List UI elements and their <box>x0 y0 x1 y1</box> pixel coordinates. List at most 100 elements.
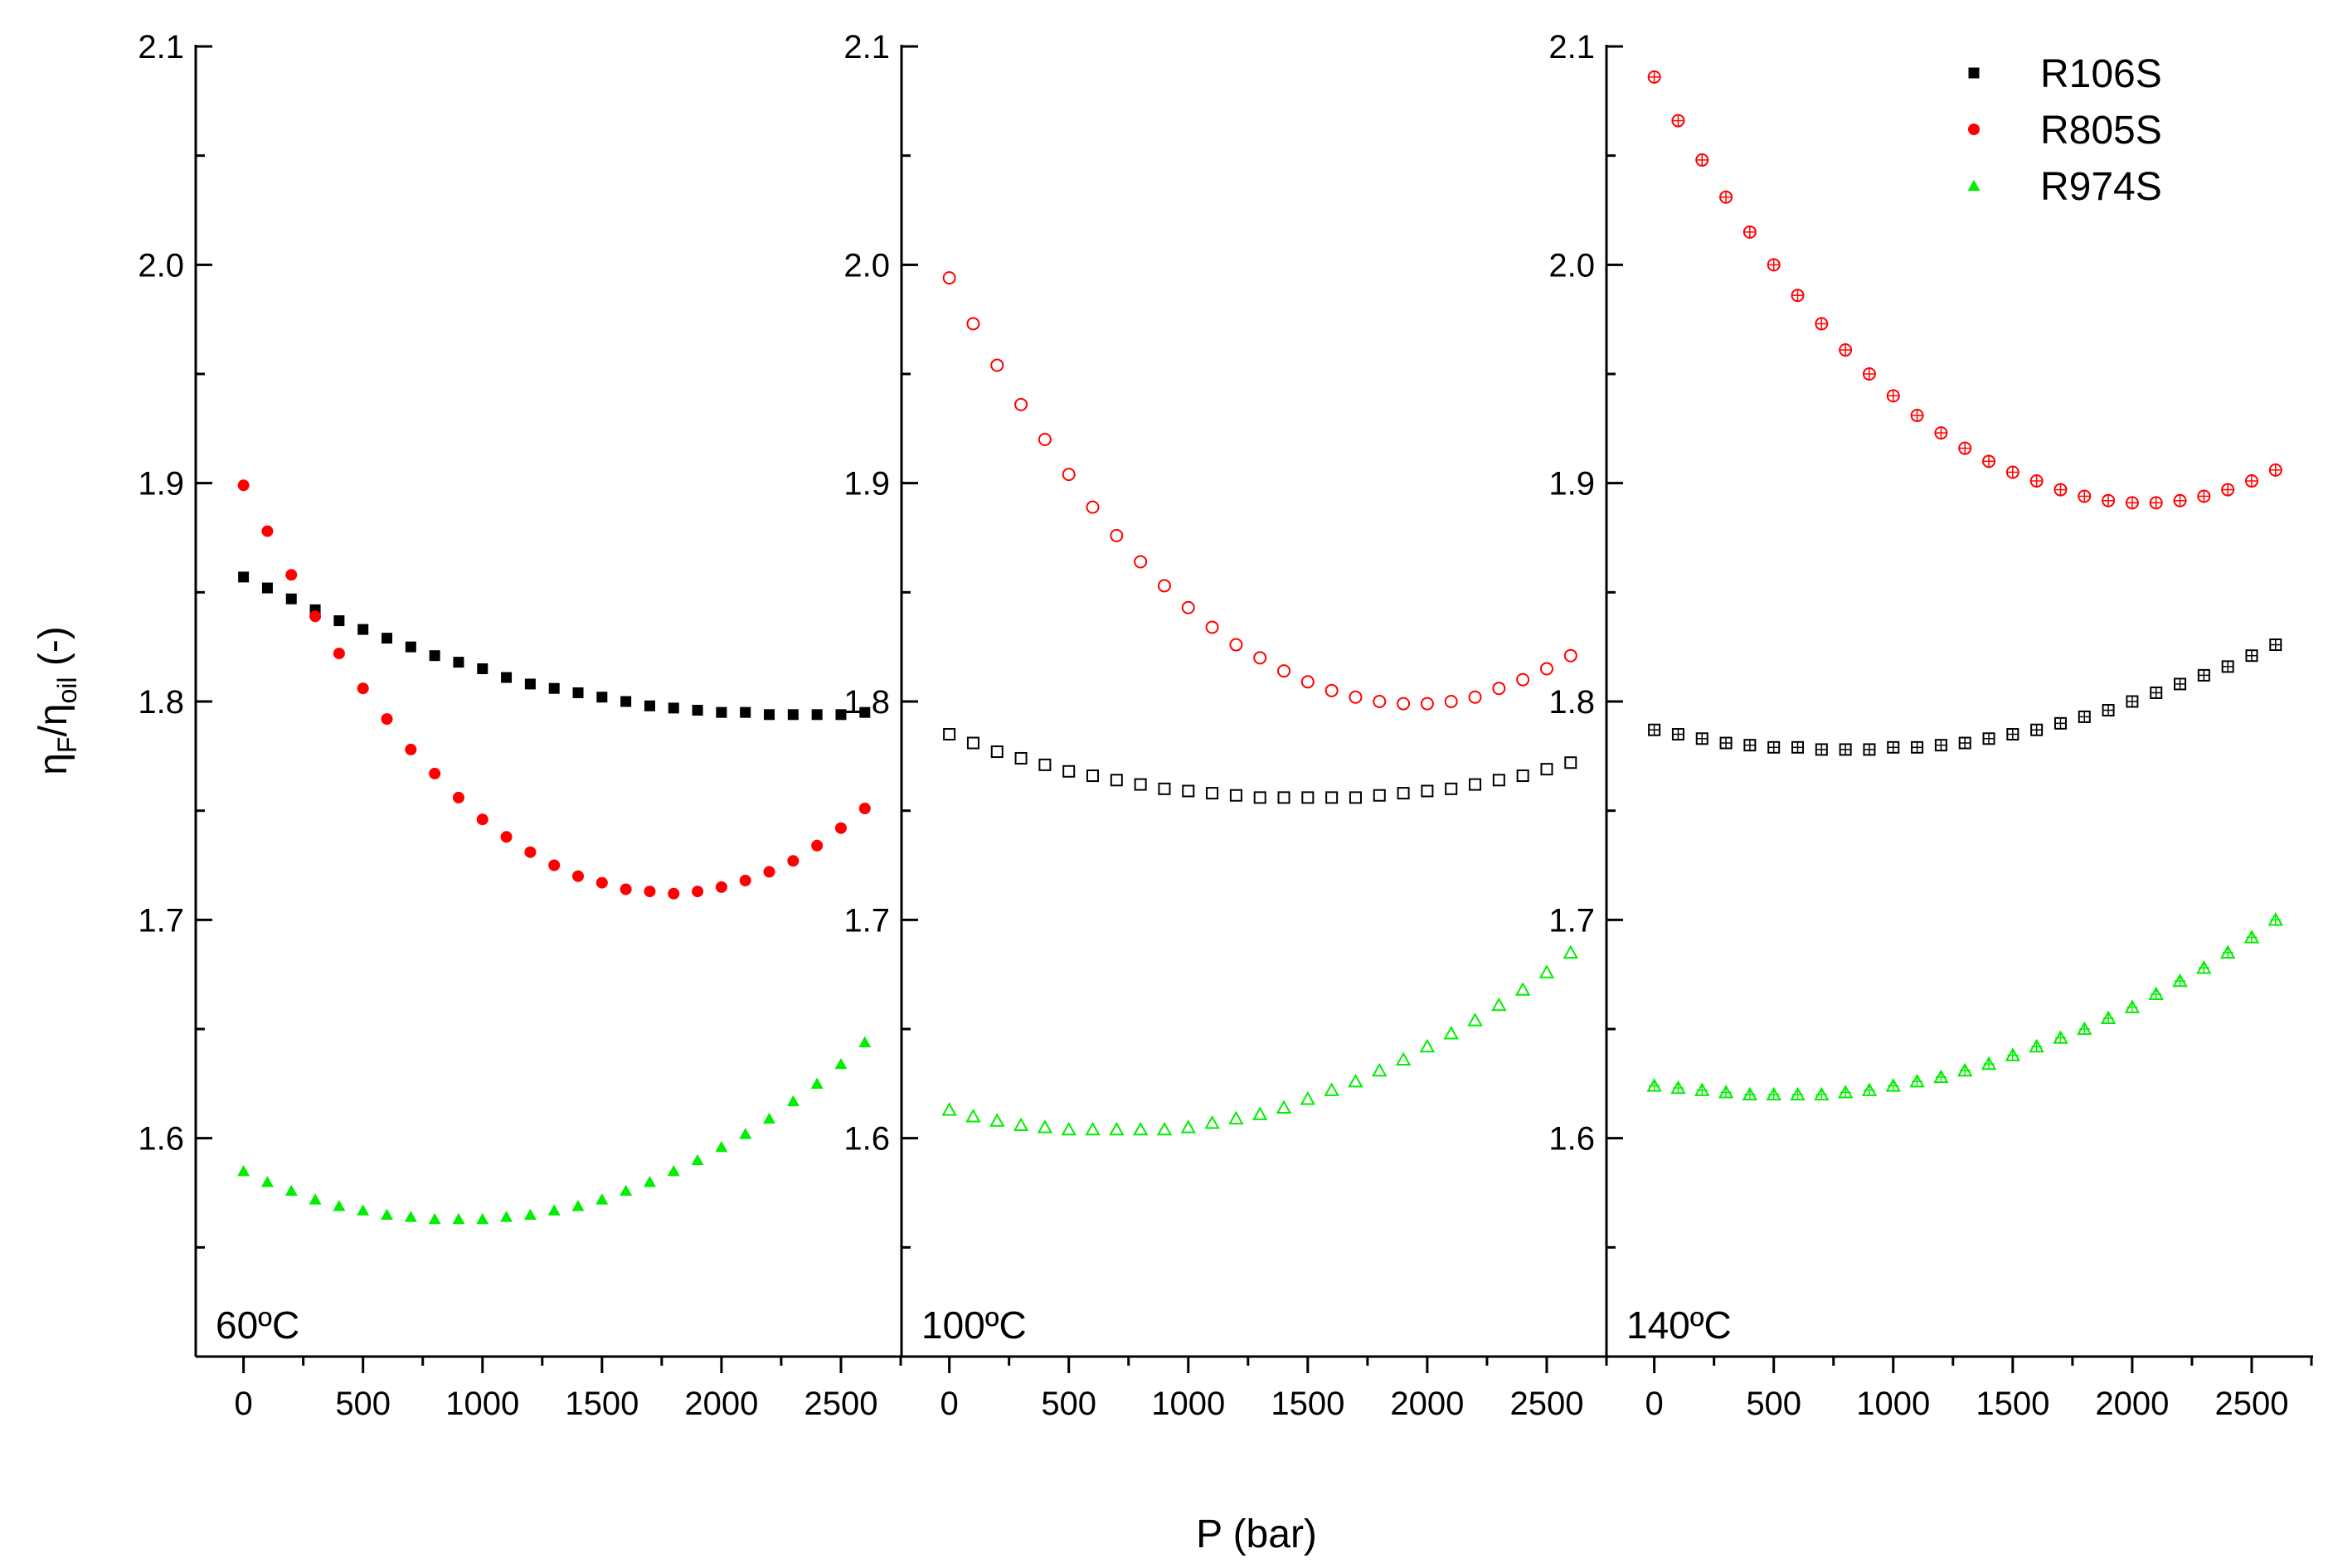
panel-2-r106s-point <box>1445 782 1458 795</box>
panel-1-label: 60ºC <box>216 1303 299 1347</box>
panel-3-label: 140ºC <box>1626 1303 1732 1347</box>
panel-2-r974s-point <box>1085 1121 1101 1136</box>
panel-2-r974s-point <box>1491 997 1507 1012</box>
panel-2-r974s-point <box>1180 1119 1196 1134</box>
panel-1-r106s-point <box>572 687 584 698</box>
panel-1-r805s-point <box>285 569 298 581</box>
panel-2-r106s-point <box>1086 769 1100 783</box>
panel-1-r106s-point <box>740 706 751 718</box>
panel-1-y-tick-label: 1.8 <box>138 684 184 721</box>
panel-1-r805s-point <box>692 886 704 898</box>
panel-3-r805s-point <box>1791 289 1805 303</box>
panel-2-y-tick-label: 2.0 <box>843 247 890 284</box>
panel-2-r805s-point <box>1468 690 1482 704</box>
panel-1-r106s-point <box>644 700 655 711</box>
panel-2-r974s-point <box>1276 1100 1292 1114</box>
y-axis-title-main: η <box>32 753 75 775</box>
panel-2-r106s-point <box>1325 791 1339 804</box>
legend-marker-r106s <box>1968 67 1980 79</box>
panel-3-y-tick-label: 1.8 <box>1548 684 1595 721</box>
panel-1-r974s-point <box>452 1212 465 1225</box>
panel-2-r805s-point <box>1397 697 1411 711</box>
panel-2-r805s-point <box>1229 638 1243 652</box>
panel-2-x-tick-label: 1500 <box>1271 1386 1344 1422</box>
panel-1-x-tick-label: 1500 <box>565 1386 639 1422</box>
panel-3-x-tick-label: 1000 <box>1856 1386 1930 1422</box>
panel-3-r805s-point <box>1815 317 1829 331</box>
panel-1-r974s-point <box>715 1141 728 1153</box>
panel-1-r974s-point <box>763 1112 776 1124</box>
panel-1-r974s-point <box>404 1211 417 1222</box>
panel-2-r106s-point <box>1540 763 1553 776</box>
legend-marker-r974s <box>1967 179 1981 192</box>
panel-1-y-tick-label: 2.1 <box>138 29 184 66</box>
panel-3-y-tick-label: 1.7 <box>1548 902 1595 939</box>
panel-2-r106s-point <box>1038 758 1052 771</box>
panel-2-r974s-point <box>989 1113 1005 1127</box>
panel-3-r805s-point <box>2078 489 2092 503</box>
panel-1-r805s-point <box>261 525 274 537</box>
panel-1-r805s-point <box>620 883 632 896</box>
x-axis-title: P (bar) <box>1196 1512 1317 1556</box>
panel-1-r106s-point <box>477 663 488 674</box>
panel-1-r974s-point <box>500 1211 513 1222</box>
panel-1-r106s-point <box>596 692 608 703</box>
panel-1-r805s-point <box>834 822 847 834</box>
panel-3-x-tick-label: 500 <box>1746 1386 1801 1422</box>
panel-1-r974s-point <box>858 1036 872 1047</box>
panel-2-r106s-point <box>1253 791 1266 804</box>
panel-1-r805s-point <box>858 803 871 815</box>
panel-1-r106s-point <box>811 709 823 721</box>
panel-1-x-tick-label: 2500 <box>804 1386 877 1422</box>
legend-label-r106s: R106S <box>2040 52 2162 96</box>
panel-2-r974s-point <box>965 1109 981 1123</box>
panel-2-r805s-point <box>1492 682 1506 696</box>
panel-2-x-tick-label: 2500 <box>1509 1386 1583 1422</box>
panel-2-r805s-point <box>1086 500 1100 514</box>
panel-3-r805s-point <box>2173 493 2187 507</box>
axes-layer: 1.6 1.7 1.8 1.9 2.0 2.1 0 500 1000 1500 2000 2500 60… <box>138 29 2313 1422</box>
panel-3-r805s-point <box>1647 70 1661 84</box>
panel-1-r974s-point <box>691 1153 704 1166</box>
panel-2-y-tick-label: 1.6 <box>843 1121 890 1158</box>
panel-3-r805s-point <box>1910 409 1924 423</box>
panel-1-r805s-point <box>548 859 561 871</box>
panel-1-y-tick-label: 2.0 <box>138 247 184 284</box>
panel-1-r974s-point <box>547 1204 561 1216</box>
panel-2-r805s-point <box>1157 579 1171 593</box>
y-axis-title-tail: (-) <box>32 626 75 677</box>
panel-1-r974s-point <box>643 1176 656 1187</box>
panel-1-y-tick-label: 1.7 <box>138 902 184 939</box>
panel-2-r805s-point <box>1300 675 1315 689</box>
panel-2-r106s-point <box>1277 791 1290 804</box>
panel-3-r805s-point <box>1671 114 1685 128</box>
panel-1-r106s-point <box>668 702 679 714</box>
legend: R106S R805S R974S <box>1967 52 2162 209</box>
panel-1-r974s-point <box>810 1077 824 1090</box>
panel-1-r974s-point <box>333 1200 346 1211</box>
panel-2-r974s-point <box>1109 1121 1125 1136</box>
panel-1-r974s-point <box>667 1164 680 1177</box>
y-axis-title-sep: /η <box>32 704 75 737</box>
panel-1-r106s-point <box>764 709 775 721</box>
panel-3-y-tick-label: 1.6 <box>1548 1121 1595 1158</box>
panel-1-r805s-point <box>309 610 322 623</box>
legend-label-r805s: R805S <box>2040 109 2162 153</box>
panel-2-r805s-point <box>1181 600 1195 614</box>
panel-2-x-tick-label: 0 <box>940 1386 959 1422</box>
panel-1-r805s-point <box>405 743 417 755</box>
panel-2-r974s-point <box>1037 1119 1053 1134</box>
panel-2-x-tick-label: 2000 <box>1390 1386 1464 1422</box>
panel-2-r106s-point <box>1110 774 1123 787</box>
panel-2-r805s-point <box>990 358 1004 372</box>
panel-2-r974s-point <box>1132 1121 1149 1136</box>
panel-1-r805s-point <box>500 831 513 843</box>
panel-1-r805s-point <box>524 846 537 858</box>
panel-2-r106s-point <box>1373 789 1386 802</box>
panel-2-r805s-point <box>1444 695 1458 708</box>
panel-2-r974s-point <box>1156 1121 1173 1136</box>
panel-1-r974s-point <box>476 1212 489 1225</box>
panel-2-r805s-point <box>1014 397 1028 411</box>
panel-1-r805s-point <box>381 713 393 726</box>
panel-3-y-tick-label: 1.9 <box>1548 466 1595 502</box>
